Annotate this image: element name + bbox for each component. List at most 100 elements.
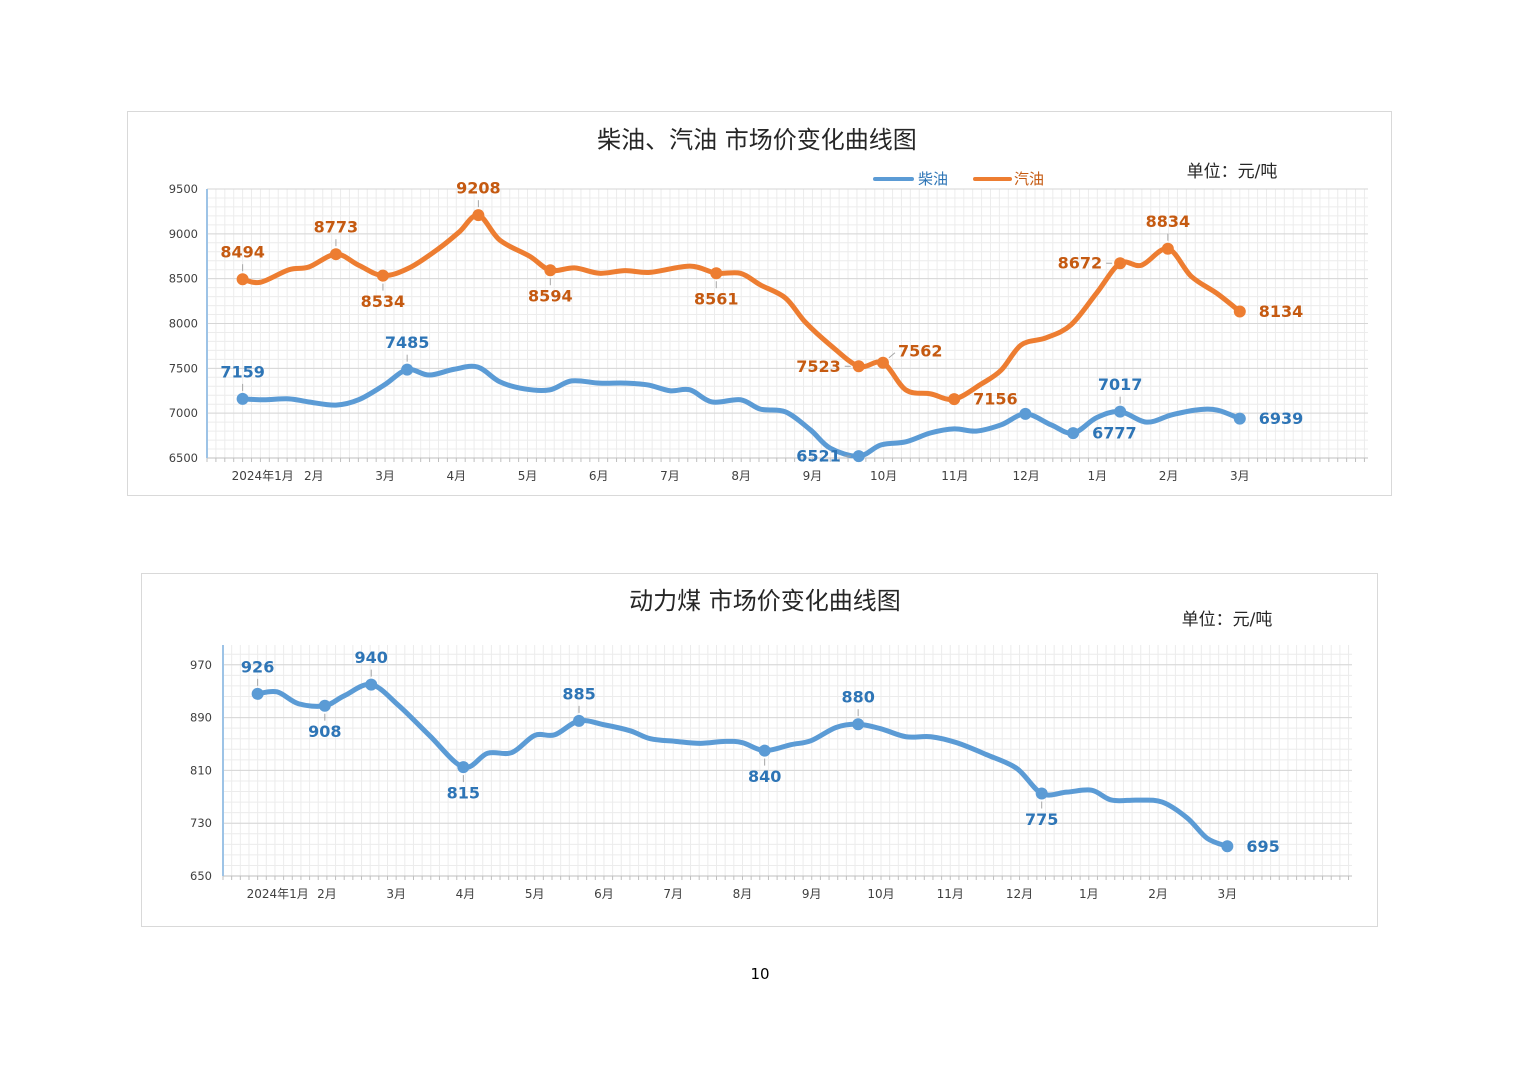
data-label: 8672: [1058, 254, 1103, 273]
y-tick-label: 7000: [169, 406, 198, 420]
diesel-gasoline-price-chart: 6500 7000 7500 8000 8500 9000 9500 2024年1月 2月 3月 4…: [127, 111, 1392, 496]
series-lines: [236, 209, 1246, 463]
x-tick-label: 2024年1月: [247, 887, 309, 901]
data-point-marker: [1035, 787, 1048, 800]
data-label: 8594: [528, 287, 573, 306]
data-label: 926: [241, 657, 274, 676]
data-label: 7523: [796, 357, 841, 376]
x-tick-label: 3月: [386, 887, 406, 901]
axes: 6500 7000 7500 8000 8500 9000 9500 2024年1月 2月 3月 4…: [169, 182, 1368, 483]
data-label: 6777: [1092, 424, 1137, 443]
x-tick-label: 9月: [803, 469, 823, 483]
x-tick-label: 11月: [937, 887, 964, 901]
gridlines: [222, 645, 1352, 877]
x-tick-label: 4月: [456, 887, 476, 901]
data-point-marker: [1233, 305, 1246, 318]
data-point-marker: [472, 209, 485, 222]
x-tick-label: 2月: [317, 887, 337, 901]
x-tick-label: 2月: [1159, 469, 1179, 483]
thermal-coal-price-chart: 650 730 810 890 970 2024年1月 2月 3月 4月 5月 6月 7月 8月 9月 10…: [141, 573, 1378, 927]
y-tick-label: 8500: [169, 272, 198, 286]
data-label: 815: [447, 784, 480, 803]
data-label: 8834: [1146, 212, 1191, 231]
data-point-marker: [1019, 407, 1032, 420]
data-label: 775: [1025, 810, 1058, 829]
x-tick-label: 8月: [733, 887, 753, 901]
y-tick-label: 730: [190, 816, 212, 830]
data-point-marker: [318, 699, 331, 712]
data-point-marker: [401, 363, 414, 376]
y-tick-label: 9500: [169, 182, 198, 196]
data-point-marker: [1221, 840, 1234, 853]
data-point-marker: [852, 718, 865, 731]
legend: 柴油 汽油: [873, 170, 1044, 188]
x-tick-label: 8月: [731, 469, 751, 483]
data-point-marker: [1233, 412, 1246, 425]
data-point-marker: [236, 392, 249, 405]
data-point-marker: [329, 248, 342, 261]
data-point-marker: [251, 687, 264, 700]
x-tick-label: 10月: [870, 469, 897, 483]
x-tick-label: 5月: [518, 469, 538, 483]
data-point-marker: [1114, 257, 1127, 270]
data-point-marker: [365, 678, 378, 691]
y-tick-label: 650: [190, 869, 212, 883]
data-label: 7159: [220, 362, 265, 381]
data-point-marker: [852, 360, 865, 373]
data-label: 8494: [220, 243, 265, 262]
data-label: 8561: [694, 290, 739, 309]
series-line-1: [255, 681, 1230, 849]
axes: 650 730 810 890 970 2024年1月 2月 3月 4月 5月 6月 7月 8月 9月 10…: [190, 645, 1352, 901]
data-label: 7562: [898, 341, 943, 360]
data-label: 6521: [796, 447, 841, 466]
data-point-marker: [457, 761, 470, 774]
data-label: 940: [355, 648, 388, 667]
data-point-marker: [758, 744, 771, 757]
x-tick-label: 3月: [375, 469, 395, 483]
data-point-marker: [948, 393, 961, 406]
legend-label-diesel: 柴油: [918, 170, 948, 188]
thermal-coal-chart-canvas: 650 730 810 890 970 2024年1月 2月 3月 4月 5月 6月 7月 8月 9月 10…: [190, 587, 1352, 901]
data-label: 8773: [314, 218, 359, 237]
data-label: 695: [1246, 837, 1279, 856]
data-label: 7156: [973, 390, 1018, 409]
data-labels: 926 908 940 815 885 840 880 775 695: [241, 648, 1280, 856]
x-tick-label: 2月: [304, 469, 324, 483]
y-tick-label: 970: [190, 658, 212, 672]
series-line-2: [240, 212, 1243, 402]
data-labels: 7159 7485 6521 6777 7017 6939 8494 8773 8534 9208…: [220, 179, 1303, 466]
data-label: 7017: [1098, 375, 1143, 394]
x-tick-label: 12月: [1006, 887, 1033, 901]
y-tick-label: 9000: [169, 227, 198, 241]
x-tick-label: 7月: [660, 469, 680, 483]
y-tick-label: 6500: [169, 451, 198, 465]
legend-label-gasoline: 汽油: [1014, 170, 1044, 188]
data-point-marker: [573, 714, 586, 727]
data-point-marker: [236, 273, 249, 286]
data-label: 840: [748, 767, 781, 786]
diesel-gasoline-chart-canvas: 6500 7000 7500 8000 8500 9000 9500 2024年1月 2月 3月 4…: [169, 126, 1368, 483]
chart-title: 柴油、汽油 市场价变化曲线图: [597, 126, 917, 154]
chart-title: 动力煤 市场价变化曲线图: [629, 587, 901, 615]
x-tick-label: 6月: [589, 469, 609, 483]
data-point-marker: [544, 264, 557, 277]
page-number: 10: [750, 965, 770, 983]
data-point-marker: [710, 267, 723, 280]
y-tick-label: 890: [190, 711, 212, 725]
data-point-marker: [1067, 427, 1080, 440]
x-tick-label: 7月: [663, 887, 683, 901]
data-label: 8534: [361, 292, 406, 311]
x-tick-label: 3月: [1218, 887, 1238, 901]
series-lines: [251, 678, 1234, 853]
y-tick-label: 810: [190, 763, 212, 777]
x-tick-label: 1月: [1079, 887, 1099, 901]
x-tick-label: 11月: [941, 469, 968, 483]
data-label: 6939: [1259, 409, 1304, 428]
x-tick-label: 2024年1月: [232, 469, 294, 483]
data-label-leader: [888, 352, 896, 359]
x-tick-label: 4月: [446, 469, 466, 483]
x-tick-label: 1月: [1088, 469, 1108, 483]
data-point-marker: [376, 269, 389, 282]
data-point-marker: [1114, 405, 1127, 418]
